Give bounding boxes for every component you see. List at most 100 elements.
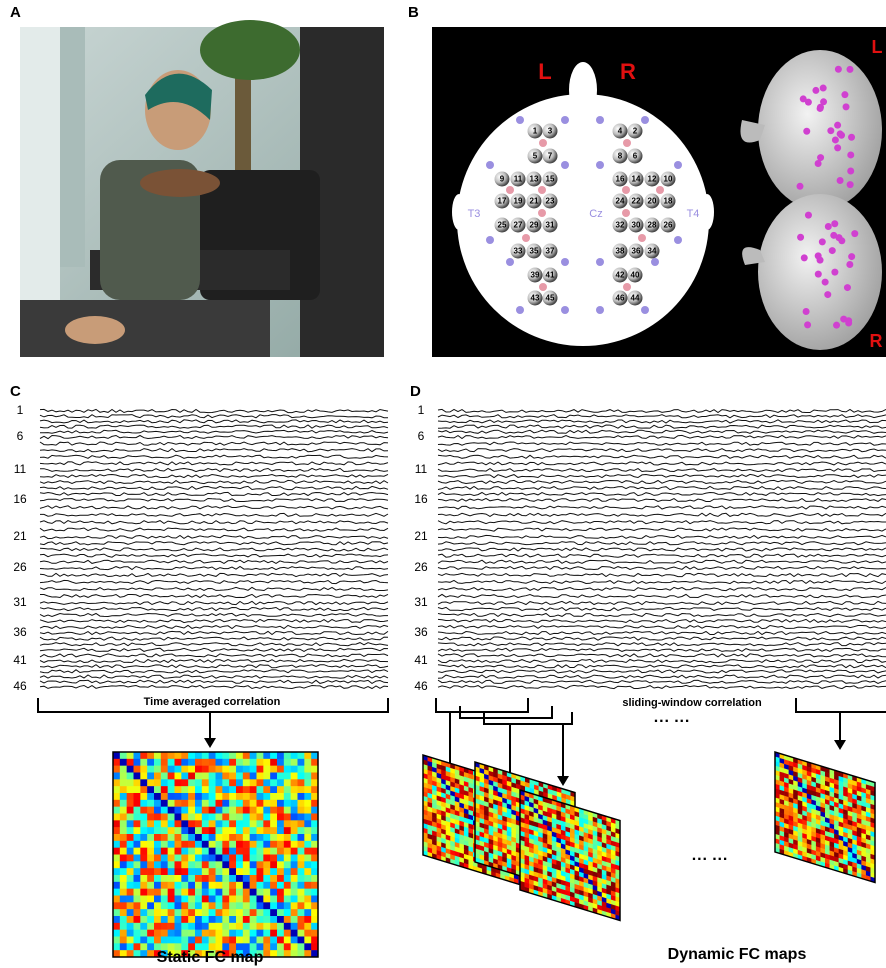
brain-electrode: [846, 261, 853, 268]
fc-cell: [291, 841, 298, 848]
fc-cell: [181, 937, 188, 944]
fc-cell: [209, 779, 216, 786]
fc-cell: [134, 950, 141, 957]
eeg-trace: [438, 409, 886, 412]
eeg-trace: [438, 587, 886, 590]
fc-cell: [209, 861, 216, 868]
fc-cell: [257, 896, 264, 903]
panel-label: D: [410, 383, 421, 400]
fc-cell: [291, 923, 298, 930]
fc-cell: [298, 793, 305, 800]
fc-cell: [120, 923, 127, 930]
fc-cell: [284, 882, 291, 889]
fc-cell: [168, 848, 175, 855]
fc-cell: [175, 896, 182, 903]
fc-cell: [161, 875, 168, 882]
fc-cell: [147, 779, 154, 786]
fc-cell: [209, 766, 216, 773]
fc-cell: [175, 868, 182, 875]
fc-cell: [154, 855, 161, 862]
fc-cell: [263, 752, 270, 759]
fc-cell: [134, 752, 141, 759]
reference-site: [622, 186, 630, 194]
electrode-site-label: Cz: [589, 208, 602, 220]
eeg-trace: [40, 474, 388, 477]
fc-cell: [127, 752, 134, 759]
fc-cell: [229, 786, 236, 793]
fc-cell: [161, 902, 168, 909]
fc-cell: [175, 855, 182, 862]
fc-cell: [195, 834, 202, 841]
fc-cell: [270, 868, 277, 875]
fc-cell: [291, 943, 298, 950]
fc-cell: [216, 902, 223, 909]
fc-cell: [257, 841, 264, 848]
fc-cell: [270, 902, 277, 909]
fc-cell: [263, 937, 270, 944]
fc-cell: [263, 861, 270, 868]
fc-cell: [168, 800, 175, 807]
fc-cell: [113, 814, 120, 821]
fc-cell: [243, 855, 250, 862]
electrode-label: 34: [648, 247, 657, 256]
fc-cell: [202, 882, 209, 889]
fc-cell: [175, 793, 182, 800]
fc-cell: [222, 848, 229, 855]
eeg-trace: [438, 548, 886, 551]
fc-cell: [181, 800, 188, 807]
eeg-trace: [438, 554, 886, 557]
electrode-label: 10: [664, 175, 673, 184]
fc-cell: [284, 861, 291, 868]
fc-cell: [202, 779, 209, 786]
fc-cell: [181, 779, 188, 786]
brain-electrode: [848, 253, 855, 260]
fc-cell: [134, 937, 141, 944]
fc-cell: [120, 766, 127, 773]
fc-cell: [222, 916, 229, 923]
fc-cell: [134, 820, 141, 827]
fc-cell: [298, 889, 305, 896]
fc-cell: [311, 861, 318, 868]
fc-cell: [113, 861, 120, 868]
fc-cell: [202, 909, 209, 916]
fc-cell: [202, 930, 209, 937]
fc-cell: [311, 868, 318, 875]
electrode-label: 3: [548, 127, 553, 136]
brain-electrode: [831, 269, 838, 276]
fc-cell: [298, 861, 305, 868]
fc-cell: [236, 861, 243, 868]
fc-cell: [147, 855, 154, 862]
fc-cell: [270, 861, 277, 868]
fc-cell: [216, 759, 223, 766]
fc-cell: [188, 820, 195, 827]
eeg-trace: [438, 506, 886, 509]
fc-cell: [161, 807, 168, 814]
eeg-trace: [438, 573, 886, 576]
brain-electrode: [819, 238, 826, 245]
fc-cell: [304, 861, 311, 868]
fc-cell: [298, 779, 305, 786]
fc-cell: [250, 909, 257, 916]
eeg-trace: [438, 648, 886, 651]
fc-cell: [127, 896, 134, 903]
caption: Time averaged correlation: [144, 696, 281, 708]
eeg-trace: [40, 430, 388, 433]
fc-cell: [168, 855, 175, 862]
fc-cell: [270, 820, 277, 827]
fc-cell: [181, 773, 188, 780]
fc-cell: [243, 779, 250, 786]
fc-cell: [222, 793, 229, 800]
fc-cell: [127, 875, 134, 882]
fc-cell: [216, 875, 223, 882]
fc-cell: [168, 814, 175, 821]
fc-cell: [311, 800, 318, 807]
fc-cell: [291, 896, 298, 903]
channel-label: 31: [13, 595, 27, 609]
fc-cell: [113, 950, 120, 957]
eeg-trace: [438, 637, 886, 640]
fc-cell: [161, 827, 168, 834]
fc-cell: [250, 930, 257, 937]
fc-cell: [209, 827, 216, 834]
brain-electrode: [838, 237, 845, 244]
brain-electrode: [797, 183, 804, 190]
